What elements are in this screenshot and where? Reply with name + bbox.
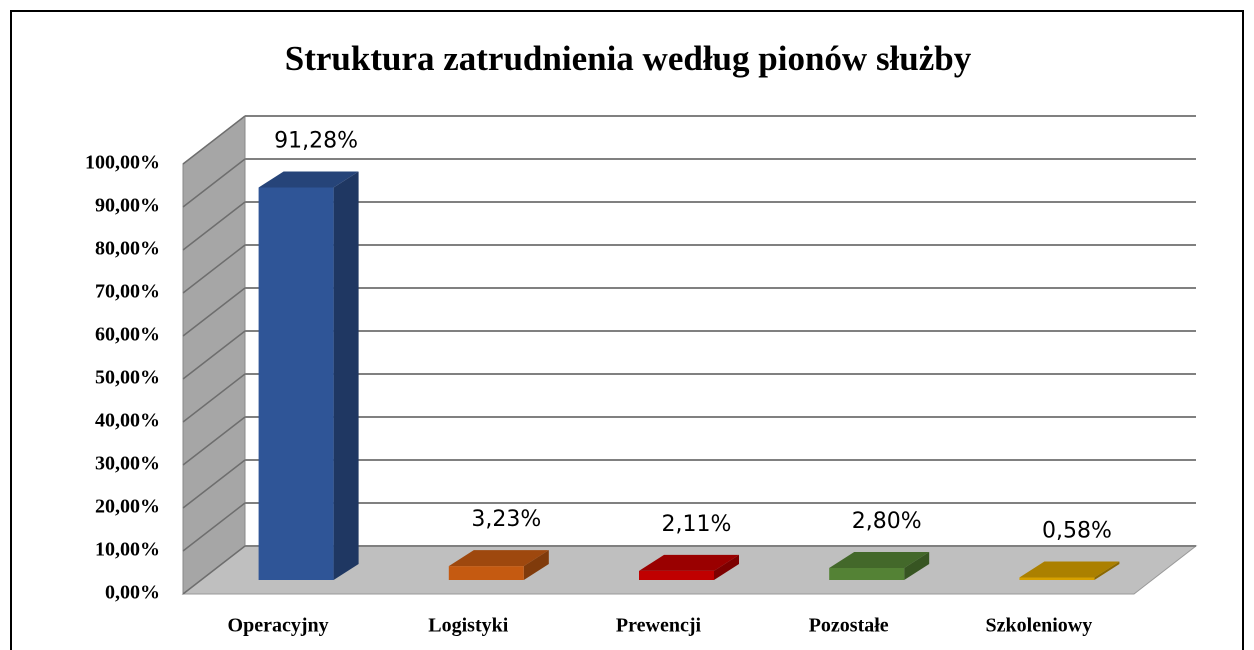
- bar-side: [333, 171, 359, 580]
- wall-grid-line: [182, 115, 246, 165]
- wall-grid-line: [182, 287, 246, 337]
- y-tick-label: 100,00%: [85, 152, 160, 174]
- wall-grid-line: [182, 330, 246, 380]
- wall-grid-line: [182, 545, 246, 595]
- wall-grid-line: [182, 158, 246, 208]
- bar: [829, 567, 905, 580]
- x-tick-label: Prewencji: [616, 615, 702, 637]
- y-tick-label: 90,00%: [95, 195, 160, 217]
- bar: [258, 187, 334, 580]
- bar-side: [714, 554, 739, 580]
- x-tick-label: Pozostałe: [809, 615, 889, 637]
- y-tick-label: 0,00%: [105, 582, 160, 604]
- chart-title: Struktura zatrudnienia według pionów słu…: [285, 39, 972, 78]
- value-label: 0,58%: [1042, 519, 1112, 544]
- bar-top: [829, 551, 930, 568]
- y-tick-label: 50,00%: [95, 367, 160, 389]
- y-tick-label: 80,00%: [95, 238, 160, 260]
- wall-grid-line: [182, 373, 246, 423]
- bar-top: [1019, 561, 1120, 578]
- wall-grid-line: [182, 201, 246, 251]
- bar-top: [258, 171, 359, 188]
- value-label: 2,80%: [852, 509, 922, 534]
- y-tick-label: 20,00%: [95, 496, 160, 518]
- bar: [639, 570, 714, 580]
- y-tick-label: 10,00%: [95, 539, 160, 561]
- bar-top: [639, 554, 739, 571]
- value-label: 3,23%: [471, 507, 541, 532]
- x-tick-label: Logistyki: [428, 615, 508, 637]
- value-label: 91,28%: [274, 128, 358, 153]
- bar-side: [523, 550, 549, 580]
- wall-grid-line: [182, 459, 246, 509]
- bar-top: [448, 550, 549, 567]
- x-tick-label: Operacyjny: [228, 615, 329, 637]
- wall-grid-line: [182, 244, 246, 294]
- x-tick-label: Szkoleniowy: [986, 615, 1093, 637]
- y-tick-label: 30,00%: [95, 453, 160, 475]
- bar-side: [904, 551, 930, 580]
- value-label: 2,11%: [662, 512, 732, 537]
- wall-grid-line: [182, 502, 246, 552]
- y-tick-label: 70,00%: [95, 281, 160, 303]
- bar: [448, 566, 524, 580]
- y-tick-label: 60,00%: [95, 324, 160, 346]
- y-tick-label: 40,00%: [95, 410, 160, 432]
- bar-side: [1094, 561, 1120, 580]
- bar: [1019, 577, 1095, 580]
- wall-grid-line: [182, 416, 246, 466]
